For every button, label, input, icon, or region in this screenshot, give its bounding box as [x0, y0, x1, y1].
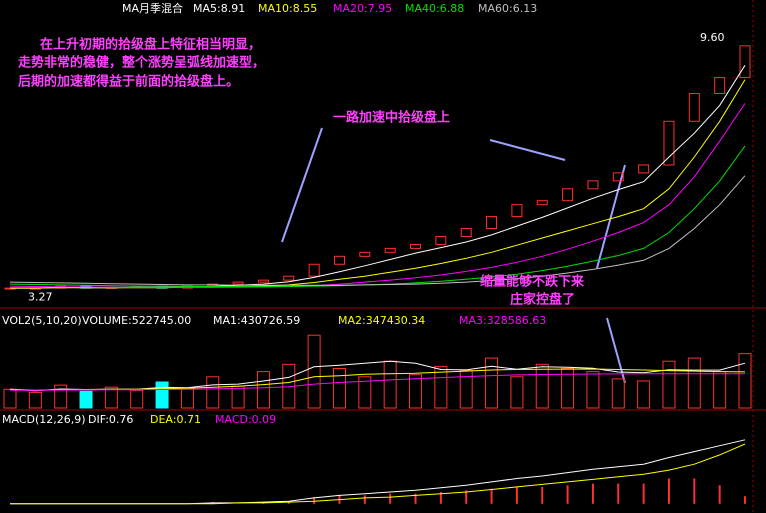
legend-entry: MA3:328586.63	[459, 314, 546, 327]
legend-entry: MACD:0.09	[215, 413, 276, 426]
candle	[257, 279, 269, 283]
legend-entry: DEA:0.71	[150, 413, 201, 426]
panel-title: MACD(12,26,9)	[2, 413, 86, 426]
candle	[283, 275, 295, 281]
ma-line	[10, 443, 746, 505]
max-price-label: 9.60	[700, 31, 725, 44]
candle	[562, 188, 574, 202]
annotation: 在上升初期的拾级盘上特征相当明显，	[40, 37, 261, 53]
arrow	[489, 139, 566, 161]
volume-bar	[79, 390, 93, 409]
candle	[714, 77, 726, 94]
candle	[308, 263, 320, 277]
candle	[739, 45, 751, 79]
candle	[612, 172, 624, 182]
candle	[359, 251, 371, 257]
candle	[410, 243, 422, 249]
candle	[638, 164, 650, 174]
volume-bar	[332, 367, 346, 409]
legend-entry: MA20:7.95	[333, 2, 392, 15]
annotation: 一路加速中拾级盘上	[333, 110, 450, 126]
volume-bar	[256, 371, 270, 409]
volume-bar	[485, 357, 499, 409]
panel-title: VOL2(5,10,20)	[2, 314, 82, 327]
volume-bar	[561, 367, 575, 409]
legend-entry: MA10:8.55	[258, 2, 317, 15]
volume-bar	[206, 376, 220, 409]
panel-title: MA月季混合	[122, 1, 183, 15]
volume-bar	[54, 384, 68, 409]
ma-line	[9, 103, 746, 288]
volume-bar	[409, 374, 423, 409]
legend-entry: VOLUME:522745.00	[82, 314, 191, 327]
annotation: 走势非常的稳健，整个涨势呈弧线加速型，	[18, 55, 265, 71]
legend-entry: MA60:6.13	[478, 2, 537, 15]
volume-bar	[3, 388, 17, 409]
legend-entry: MA5:8.91	[193, 2, 245, 15]
ma-line	[9, 175, 746, 286]
volume-bar	[586, 371, 600, 409]
volume-bar	[104, 386, 118, 409]
legend-entry: MA40:6.88	[405, 2, 464, 15]
volume-bar	[611, 378, 625, 409]
volume-bar	[738, 353, 752, 409]
candle	[333, 255, 345, 265]
arrow	[281, 127, 323, 243]
candle	[460, 228, 472, 237]
volume-bar	[637, 380, 651, 409]
candle	[232, 281, 244, 285]
annotation: 庄家控盘了	[510, 292, 575, 308]
volume-bar	[28, 391, 42, 409]
candle	[435, 235, 447, 245]
volume-bar	[155, 381, 169, 409]
annotation: 缩量能够不跌下来	[480, 274, 585, 290]
candle	[688, 92, 700, 122]
volume-bar	[459, 370, 473, 409]
volume-bar	[307, 334, 321, 409]
candle	[511, 204, 523, 218]
volume-bar	[535, 363, 549, 409]
candle	[486, 216, 498, 230]
candle	[384, 247, 396, 253]
annotation: 后期的加速都得益于前面的拾级盘上。	[18, 74, 239, 90]
volume-bar	[687, 357, 701, 409]
candle	[587, 180, 599, 190]
legend-entry: MA1:430726.59	[213, 314, 300, 327]
volume-bar	[434, 365, 448, 409]
volume-bar	[130, 389, 144, 409]
legend-entry: DIF:0.76	[88, 413, 133, 426]
ma-line	[10, 373, 745, 391]
volume-bar	[662, 360, 676, 409]
volume-bar	[510, 376, 524, 409]
legend-entry: MA2:347430.34	[338, 314, 425, 327]
candle	[663, 120, 675, 166]
candle	[536, 200, 548, 206]
min-price-label: 3.27	[28, 290, 53, 303]
volume-bar	[358, 376, 372, 409]
arrow	[596, 164, 626, 269]
